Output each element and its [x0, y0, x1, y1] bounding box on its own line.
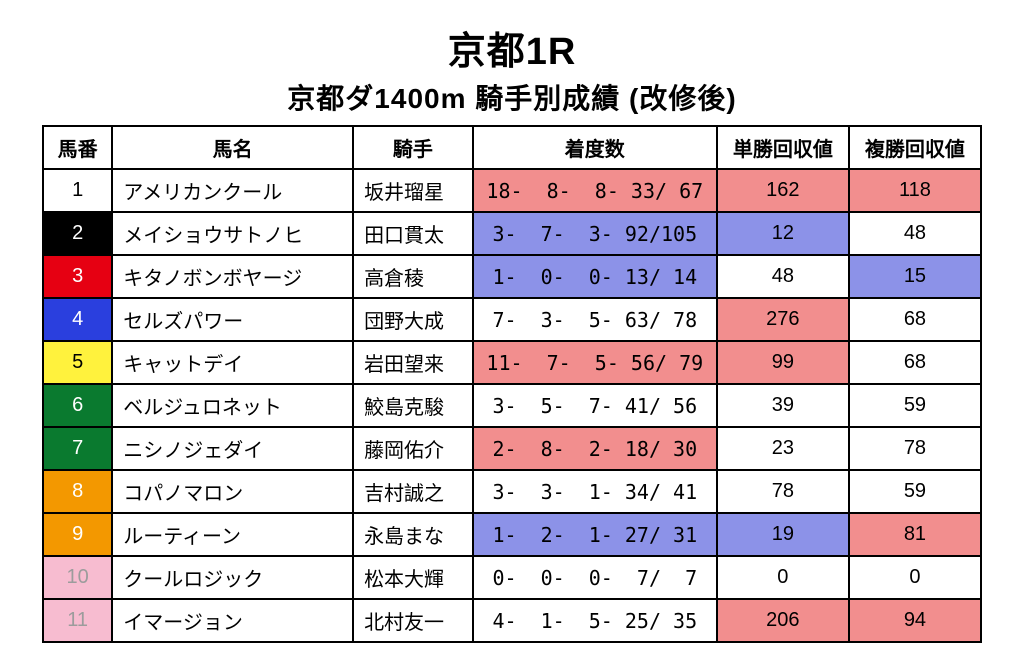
table-row: 10クールロジック松本大輝0- 0- 0- 7/ 700 — [43, 556, 981, 599]
cell-name: セルズパワー — [112, 298, 353, 341]
cell-tansho: 0 — [717, 556, 849, 599]
table-row: 11イマージョン北村友一4- 1- 5- 25/ 3520694 — [43, 599, 981, 642]
cell-name: キャットデイ — [112, 341, 353, 384]
cell-jockey: 坂井瑠星 — [353, 169, 473, 212]
table-row: 2メイショウサトノヒ田口貫太3- 7- 3- 92/1051248 — [43, 212, 981, 255]
cell-name: アメリカンクール — [112, 169, 353, 212]
cell-record: 7- 3- 5- 63/ 78 — [473, 298, 717, 341]
cell-record: 3- 5- 7- 41/ 56 — [473, 384, 717, 427]
cell-num: 8 — [43, 470, 112, 513]
cell-tansho: 23 — [717, 427, 849, 470]
cell-fukusho: 59 — [849, 470, 981, 513]
cell-name: メイショウサトノヒ — [112, 212, 353, 255]
table-row: 8コパノマロン吉村誠之3- 3- 1- 34/ 417859 — [43, 470, 981, 513]
header-row: 馬番馬名騎手着度数単勝回収値複勝回収値 — [43, 126, 981, 169]
cell-name: キタノボンボヤージ — [112, 255, 353, 298]
page-title: 京都1R — [42, 20, 982, 75]
cell-fukusho: 81 — [849, 513, 981, 556]
cell-num: 2 — [43, 212, 112, 255]
results-table: 馬番馬名騎手着度数単勝回収値複勝回収値 1アメリカンクール坂井瑠星18- 8- … — [42, 125, 982, 643]
cell-record: 3- 7- 3- 92/105 — [473, 212, 717, 255]
cell-num: 5 — [43, 341, 112, 384]
cell-num: 1 — [43, 169, 112, 212]
cell-num: 6 — [43, 384, 112, 427]
cell-name: クールロジック — [112, 556, 353, 599]
cell-fukusho: 78 — [849, 427, 981, 470]
page-container: 京都1R 京都ダ1400m 騎手別成績 (改修後) 馬番馬名騎手着度数単勝回収値… — [42, 20, 982, 643]
cell-record: 4- 1- 5- 25/ 35 — [473, 599, 717, 642]
cell-record: 1- 0- 0- 13/ 14 — [473, 255, 717, 298]
cell-num: 4 — [43, 298, 112, 341]
cell-fukusho: 118 — [849, 169, 981, 212]
col-header: 馬番 — [43, 126, 112, 169]
col-header: 騎手 — [353, 126, 473, 169]
cell-num: 9 — [43, 513, 112, 556]
cell-record: 0- 0- 0- 7/ 7 — [473, 556, 717, 599]
table-row: 9ルーティーン永島まな1- 2- 1- 27/ 311981 — [43, 513, 981, 556]
cell-num: 3 — [43, 255, 112, 298]
cell-jockey: 永島まな — [353, 513, 473, 556]
table-row: 4セルズパワー団野大成7- 3- 5- 63/ 7827668 — [43, 298, 981, 341]
cell-record: 3- 3- 1- 34/ 41 — [473, 470, 717, 513]
cell-jockey: 高倉稜 — [353, 255, 473, 298]
cell-record: 2- 8- 2- 18/ 30 — [473, 427, 717, 470]
cell-num: 11 — [43, 599, 112, 642]
cell-tansho: 206 — [717, 599, 849, 642]
table-row: 3キタノボンボヤージ高倉稜1- 0- 0- 13/ 144815 — [43, 255, 981, 298]
page-subtitle: 京都ダ1400m 騎手別成績 (改修後) — [42, 77, 982, 117]
cell-fukusho: 94 — [849, 599, 981, 642]
cell-tansho: 39 — [717, 384, 849, 427]
cell-fukusho: 59 — [849, 384, 981, 427]
cell-jockey: 岩田望来 — [353, 341, 473, 384]
col-header: 馬名 — [112, 126, 353, 169]
cell-tansho: 162 — [717, 169, 849, 212]
cell-name: ルーティーン — [112, 513, 353, 556]
cell-tansho: 48 — [717, 255, 849, 298]
cell-name: イマージョン — [112, 599, 353, 642]
cell-tansho: 99 — [717, 341, 849, 384]
cell-tansho: 276 — [717, 298, 849, 341]
cell-jockey: 田口貫太 — [353, 212, 473, 255]
cell-tansho: 12 — [717, 212, 849, 255]
cell-name: ベルジュロネット — [112, 384, 353, 427]
cell-jockey: 吉村誠之 — [353, 470, 473, 513]
table-row: 7ニシノジェダイ藤岡佑介2- 8- 2- 18/ 302378 — [43, 427, 981, 470]
cell-fukusho: 68 — [849, 298, 981, 341]
cell-tansho: 19 — [717, 513, 849, 556]
cell-record: 18- 8- 8- 33/ 67 — [473, 169, 717, 212]
col-header: 複勝回収値 — [849, 126, 981, 169]
col-header: 単勝回収値 — [717, 126, 849, 169]
cell-num: 10 — [43, 556, 112, 599]
cell-fukusho: 48 — [849, 212, 981, 255]
cell-fukusho: 0 — [849, 556, 981, 599]
cell-num: 7 — [43, 427, 112, 470]
cell-fukusho: 68 — [849, 341, 981, 384]
cell-record: 11- 7- 5- 56/ 79 — [473, 341, 717, 384]
cell-fukusho: 15 — [849, 255, 981, 298]
cell-name: ニシノジェダイ — [112, 427, 353, 470]
cell-name: コパノマロン — [112, 470, 353, 513]
cell-jockey: 藤岡佑介 — [353, 427, 473, 470]
table-row: 5キャットデイ岩田望来11- 7- 5- 56/ 799968 — [43, 341, 981, 384]
cell-jockey: 北村友一 — [353, 599, 473, 642]
cell-tansho: 78 — [717, 470, 849, 513]
col-header: 着度数 — [473, 126, 717, 169]
cell-record: 1- 2- 1- 27/ 31 — [473, 513, 717, 556]
table-head: 馬番馬名騎手着度数単勝回収値複勝回収値 — [43, 126, 981, 169]
table-row: 1アメリカンクール坂井瑠星18- 8- 8- 33/ 67162118 — [43, 169, 981, 212]
cell-jockey: 鮫島克駿 — [353, 384, 473, 427]
table-row: 6ベルジュロネット鮫島克駿3- 5- 7- 41/ 563959 — [43, 384, 981, 427]
table-body: 1アメリカンクール坂井瑠星18- 8- 8- 33/ 671621182メイショ… — [43, 169, 981, 642]
cell-jockey: 団野大成 — [353, 298, 473, 341]
cell-jockey: 松本大輝 — [353, 556, 473, 599]
